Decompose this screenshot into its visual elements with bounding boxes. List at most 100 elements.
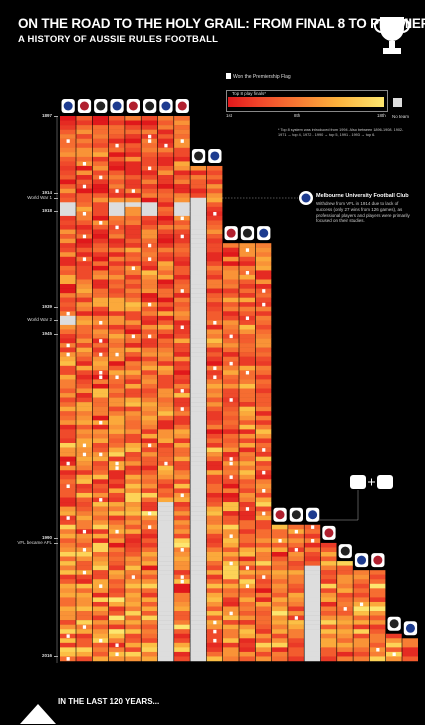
rank-cell <box>239 624 255 630</box>
rank-cell <box>337 583 353 589</box>
rank-cell <box>76 188 92 194</box>
rank-cell <box>304 542 321 548</box>
rank-cell <box>288 542 304 548</box>
rank-cell <box>108 433 125 439</box>
rank-cell <box>255 570 272 575</box>
rank-cell <box>60 611 76 616</box>
rank-cell <box>125 211 141 217</box>
rank-cell <box>239 597 255 603</box>
rank-cell <box>239 438 255 444</box>
no-team-cell <box>190 538 207 544</box>
rank-cell <box>174 565 190 571</box>
rank-cell <box>60 324 76 330</box>
rank-cell <box>255 361 272 367</box>
rank-cell <box>108 234 125 239</box>
rank-cell <box>125 415 141 421</box>
rank-cell <box>271 556 288 562</box>
premiership-flag-icon <box>82 184 87 189</box>
premiership-flag-icon <box>294 529 298 534</box>
no-team-cell <box>190 515 207 521</box>
rank-cell <box>108 502 125 507</box>
rank-cell <box>141 343 158 348</box>
rank-cell <box>76 497 92 503</box>
premiership-flag-icon <box>66 343 70 348</box>
rank-cell <box>76 338 92 344</box>
no-team-cell <box>157 538 174 544</box>
rank-cell <box>369 583 386 589</box>
no-team-cell <box>190 288 207 294</box>
rank-cell <box>255 538 272 544</box>
premiership-flag-icon <box>99 320 103 325</box>
rank-cell <box>76 633 92 639</box>
rank-cell <box>206 502 223 507</box>
rank-cell <box>157 429 174 435</box>
rank-cell <box>76 542 92 548</box>
rank-cell <box>60 615 76 621</box>
no-team-cell <box>157 606 174 612</box>
rank-cell <box>206 243 223 248</box>
rank-cell <box>92 483 109 489</box>
rank-cell <box>206 229 223 235</box>
rank-cell <box>239 620 255 625</box>
rank-cell <box>320 647 337 653</box>
rank-cell <box>206 488 223 494</box>
rank-cell <box>174 302 190 307</box>
premiership-flag-icon <box>66 657 70 661</box>
rank-cell <box>288 574 304 580</box>
rank-cell <box>239 374 255 380</box>
rank-cell <box>92 433 109 439</box>
no-team-cell <box>190 225 207 230</box>
rank-cell <box>125 433 141 439</box>
rank-cell <box>60 284 76 289</box>
rank-cell <box>174 538 190 544</box>
rank-cell <box>92 129 109 135</box>
rank-cell <box>92 520 109 525</box>
rank-cell <box>174 193 190 198</box>
no-team-cell <box>190 565 207 571</box>
rank-cell <box>223 601 239 607</box>
rank-cell <box>353 651 370 657</box>
rank-cell <box>206 247 223 253</box>
y-tick-mark <box>54 193 58 195</box>
premiership-flag-icon <box>245 584 250 588</box>
rank-cell <box>76 220 92 226</box>
premiership-flag-icon <box>148 443 152 448</box>
rank-cell <box>223 615 239 621</box>
rank-cell <box>60 465 76 471</box>
rank-cell <box>141 638 158 644</box>
premiership-flag-icon <box>115 643 119 647</box>
rank-cell <box>108 265 125 271</box>
rank-cell <box>206 492 223 498</box>
rank-cell <box>223 624 239 630</box>
rank-cell <box>206 533 223 539</box>
rank-cell <box>223 443 239 448</box>
no-team-cell <box>190 393 207 398</box>
rank-cell <box>92 533 109 539</box>
rank-cell <box>206 592 223 598</box>
rank-cell <box>174 134 190 139</box>
rank-cell <box>174 443 190 448</box>
rank-cell <box>239 406 255 412</box>
rank-cell <box>157 338 174 344</box>
premiership-flag-icon <box>115 461 119 466</box>
rank-cell <box>320 556 337 562</box>
premiership-flag-icon <box>148 166 152 171</box>
rank-cell <box>76 125 92 130</box>
no-team-cell <box>190 638 207 644</box>
no-team-cell <box>157 502 174 507</box>
rank-cell <box>206 388 223 394</box>
rank-cell <box>108 424 125 430</box>
premiership-flag-icon <box>229 611 233 616</box>
rank-cell <box>92 188 109 194</box>
rank-cell <box>125 483 141 489</box>
rank-cell <box>174 311 190 317</box>
no-team-cell <box>157 583 174 589</box>
no-team-cell <box>157 629 174 634</box>
rank-cell <box>369 588 386 594</box>
rank-cell <box>108 220 125 226</box>
premiership-flag-icon <box>66 139 70 143</box>
legend-no-team-swatch <box>393 98 402 107</box>
rank-cell <box>60 156 76 162</box>
rank-cell <box>141 552 158 557</box>
rank-cell <box>174 188 190 194</box>
